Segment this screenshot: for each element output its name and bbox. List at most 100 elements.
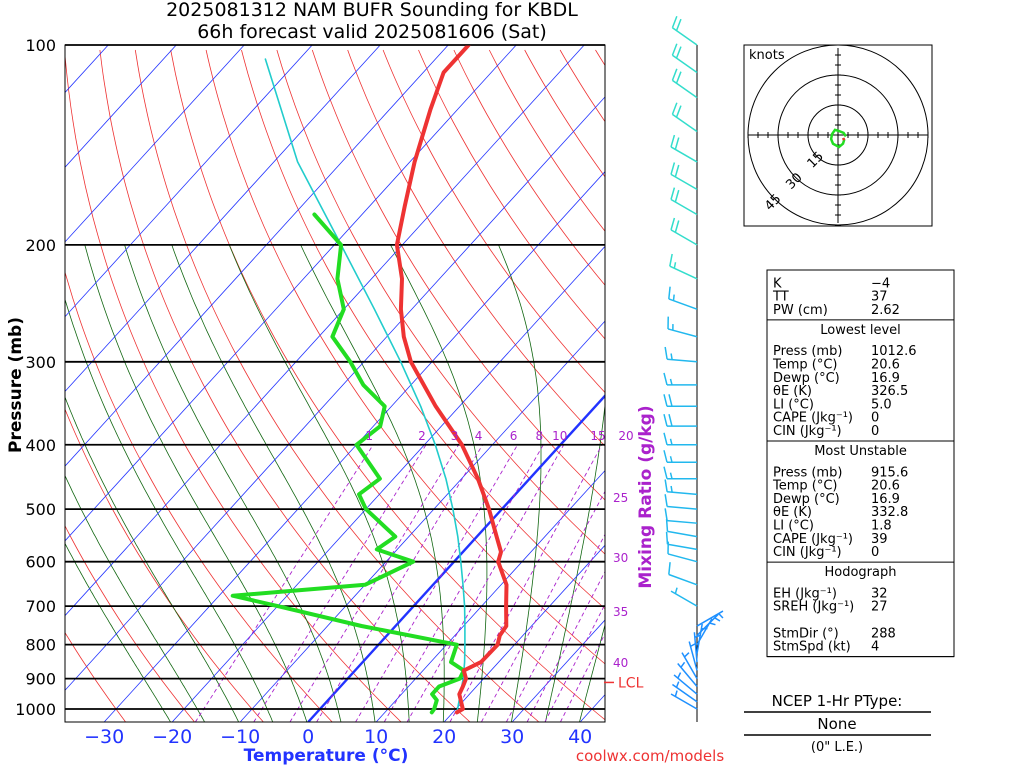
wind-barb (671, 135, 697, 162)
wind-barb (664, 433, 697, 445)
pressure-tick-label: 900 (25, 670, 56, 689)
wind-barb (665, 494, 697, 509)
dry-adiabat (0, 50, 263, 722)
mixing-ratio-axis-label: Mixing Ratio (g/kg) (636, 405, 656, 588)
wind-barb (665, 347, 697, 362)
mixing-ratio-line (545, 445, 686, 722)
temperature-tick-label: −30 (84, 726, 124, 748)
mixing-ratio-tick-label: 4 (475, 429, 483, 443)
dry-adiabat (454, 50, 1024, 722)
mixing-ratio-tick-label: 15 (590, 429, 605, 443)
wind-barb (672, 44, 697, 73)
wind-barb (670, 254, 697, 279)
wind-barb (697, 619, 715, 645)
wind-barb (672, 69, 697, 98)
table-row-label: PW (cm) (773, 303, 828, 318)
mixing-ratio-line (254, 445, 426, 722)
temperature-tick-label: 40 (568, 726, 592, 748)
wind-barb (664, 450, 697, 462)
lcl-label: LCL (618, 675, 644, 691)
mixing-ratio-tick-label: 40 (613, 656, 628, 670)
temperature-profile (397, 45, 507, 712)
wind-barb (665, 479, 697, 494)
wind-barb (671, 188, 697, 215)
isotherm (0, 45, 380, 722)
isotherm (444, 45, 1024, 722)
footer-credit: coolwx.com/models (576, 747, 724, 765)
table-row-value: 2.62 (871, 303, 900, 318)
wind-barb (669, 562, 697, 585)
y-axis-label: Pressure (mb) (6, 317, 26, 453)
mixing-ratio-tick-label: 1 (365, 429, 373, 443)
dry-adiabat (985, 50, 1024, 722)
wind-barb (672, 16, 697, 45)
pressure-tick-label: 400 (25, 436, 56, 455)
dry-adiabat (0, 50, 194, 722)
mixing-ratio-tick-label: 25 (613, 491, 628, 505)
ptype-value: None (817, 715, 856, 733)
wind-barb (664, 394, 697, 406)
mixing-ratio-tick-label: 8 (535, 429, 543, 443)
table-section-title: Hodograph (825, 565, 897, 580)
mixing-ratio-tick-label: 3 (451, 429, 459, 443)
dry-adiabat (419, 50, 1024, 722)
dry-adiabat (1020, 50, 1024, 722)
pressure-tick-label: 700 (25, 597, 56, 616)
mixing-ratio-line (356, 445, 518, 722)
mixing-ratio-tick-label: 10 (552, 429, 567, 443)
wind-barb (671, 163, 697, 190)
table-row-label: StmSpd (kt) (773, 640, 851, 655)
dry-adiabat (206, 50, 677, 722)
table-row-label: SREH (Jkg⁻¹) (773, 600, 854, 615)
title-line-1: 2025081312 NAM BUFR Sounding for KBDL (166, 0, 578, 21)
moist-adiabat (51, 245, 274, 723)
moist-adiabat (545, 245, 611, 723)
temperature-tick-label: 20 (432, 726, 456, 748)
temperature-tick-label: 10 (364, 726, 388, 748)
wind-barb (671, 218, 697, 245)
pressure-tick-label: 200 (25, 236, 56, 255)
table-row-label: CIN (Jkg⁻¹) (773, 424, 842, 439)
wind-barbs (664, 16, 723, 709)
hodograph-low-trace (843, 138, 844, 140)
pressure-tick-label: 1000 (15, 700, 56, 719)
table-section-title: Most Unstable (814, 444, 907, 459)
mixing-ratio-tick-label: 6 (510, 429, 518, 443)
isotherm (172, 45, 788, 722)
table-row-value: 0 (871, 424, 879, 439)
isotherm (0, 45, 244, 722)
isotherm (0, 45, 448, 722)
hodograph-units: knots (749, 48, 785, 63)
moist-adiabat (125, 245, 342, 723)
wind-barb (671, 588, 697, 606)
mixing-ratio-tick-label: 35 (613, 605, 628, 619)
pressure-tick-label: 500 (25, 500, 56, 519)
title-line-2: 66h forecast valid 2025081606 (Sat) (197, 21, 547, 43)
pressure-tick-label: 800 (25, 636, 56, 655)
dry-adiabat (171, 50, 608, 722)
table-row-value: 4 (871, 640, 879, 655)
isotherm (104, 45, 720, 722)
ptype-panel: NCEP 1-Hr PType: None (0" L.E.) (744, 692, 931, 755)
isotherm (0, 45, 176, 722)
dry-adiabat (100, 50, 470, 722)
mixing-ratio-tick-label: 20 (618, 429, 633, 443)
moist-adiabat (85, 245, 307, 723)
pressure-tick-label: 600 (25, 553, 56, 572)
table-row-label: CIN (Jkg⁻¹) (773, 545, 842, 560)
dry-adiabat (242, 50, 746, 722)
wind-barb (664, 373, 697, 385)
mixing-ratio-line (481, 445, 630, 722)
wind-barb (672, 103, 697, 132)
mixing-ratio-tick-label: 30 (613, 551, 628, 565)
isotherm (0, 45, 312, 722)
lcl-marker: LCL (604, 675, 644, 691)
